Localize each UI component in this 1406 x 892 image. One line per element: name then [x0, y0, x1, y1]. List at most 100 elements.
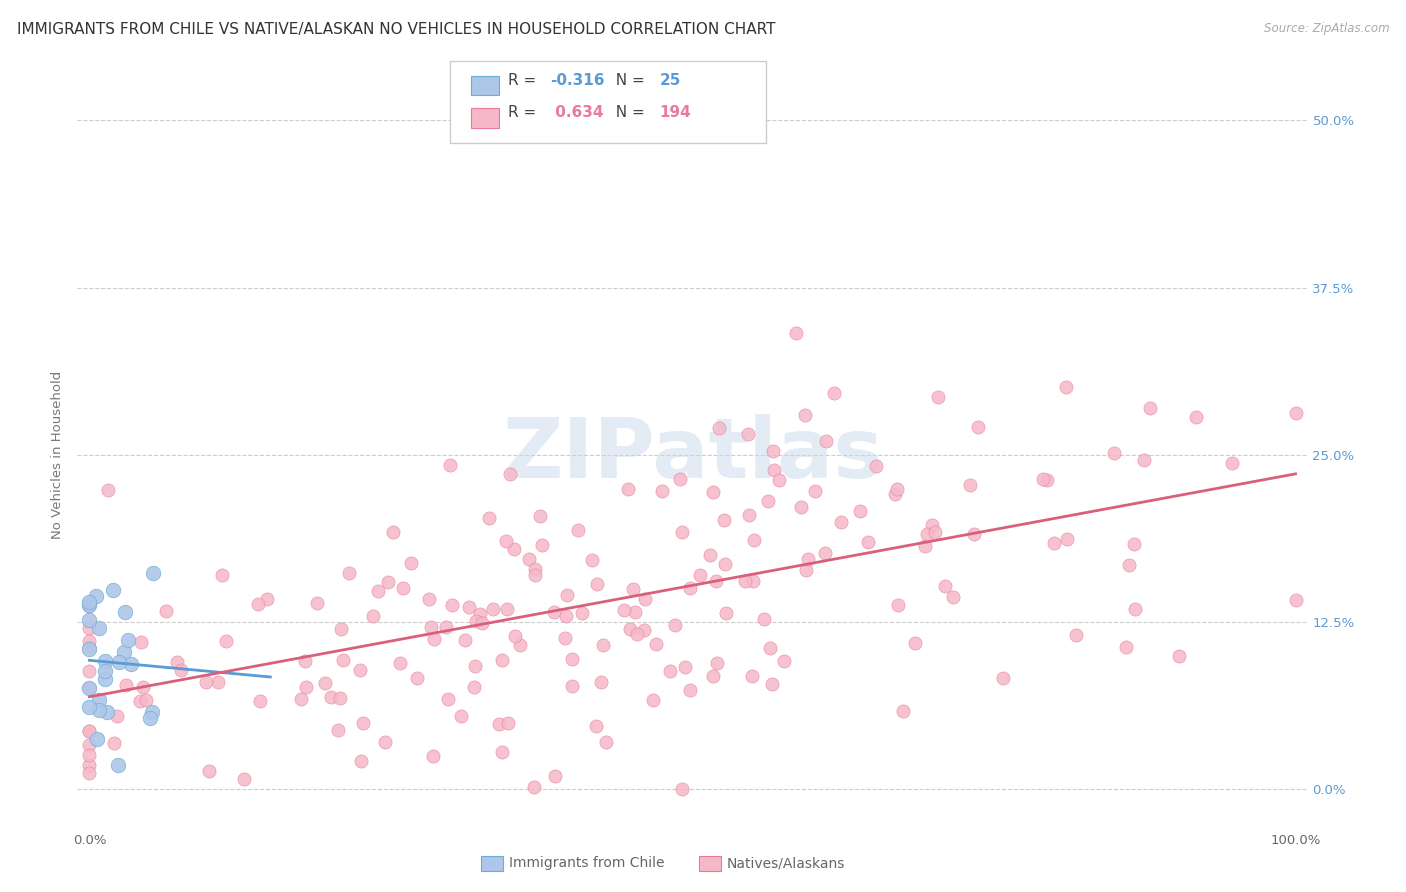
Point [762, 444, 785, 458]
Point [79, 613, 101, 627]
Point [1122, 536, 1144, 550]
Point [914, 539, 936, 553]
Point [613, 603, 636, 617]
Point [671, 524, 693, 539]
Point [337, 566, 360, 580]
Point [555, 608, 578, 623]
Point [523, 780, 546, 794]
Point [406, 672, 429, 686]
Point [329, 691, 352, 706]
Point [664, 618, 686, 632]
Point [744, 533, 766, 547]
Point [621, 582, 644, 597]
Point [87, 621, 110, 635]
Point [1168, 648, 1191, 663]
Point [79, 723, 101, 738]
Point [567, 523, 589, 537]
Point [1123, 602, 1146, 616]
Point [714, 557, 737, 571]
Point [858, 535, 880, 549]
Point [496, 716, 519, 731]
Point [84, 589, 107, 603]
Point [915, 526, 938, 541]
Point [848, 504, 870, 518]
Point [399, 556, 422, 570]
Text: R =: R = [508, 105, 541, 120]
Point [679, 682, 702, 697]
Point [107, 758, 129, 772]
Point [669, 472, 692, 486]
Point [79, 641, 101, 656]
Point [904, 635, 927, 649]
Point [734, 574, 756, 588]
Point [103, 736, 125, 750]
Point [886, 482, 908, 496]
Point [942, 590, 965, 604]
Point [924, 524, 946, 539]
Point [464, 659, 486, 673]
Point [166, 656, 188, 670]
Point [198, 764, 221, 778]
Point [1118, 558, 1140, 572]
Point [517, 552, 540, 566]
Point [434, 620, 457, 634]
Point [491, 745, 513, 759]
Point [959, 478, 981, 492]
Point [352, 716, 374, 731]
Point [689, 568, 711, 582]
Point [135, 692, 157, 706]
Point [112, 645, 135, 659]
Point [773, 655, 796, 669]
Point [326, 723, 349, 738]
Point [702, 669, 724, 683]
Point [741, 668, 763, 682]
Point [114, 605, 136, 619]
Point [79, 723, 101, 738]
Text: N =: N = [606, 73, 650, 88]
Point [330, 622, 353, 636]
Text: Source: ZipAtlas.com: Source: ZipAtlas.com [1264, 22, 1389, 36]
Point [105, 708, 128, 723]
Point [503, 542, 526, 557]
Point [1056, 532, 1078, 546]
Point [79, 681, 101, 696]
Point [679, 581, 702, 595]
Point [246, 597, 269, 611]
Point [295, 680, 318, 694]
Point [561, 679, 583, 693]
Text: 194: 194 [659, 105, 692, 120]
Y-axis label: No Vehicles in Household: No Vehicles in Household [51, 371, 65, 539]
Point [793, 408, 815, 422]
Text: N =: N = [606, 105, 650, 120]
Point [142, 566, 165, 581]
Point [645, 637, 668, 651]
Text: Immigrants from Chile: Immigrants from Chile [509, 856, 665, 871]
Point [79, 634, 101, 648]
Point [101, 582, 124, 597]
Point [94, 664, 117, 678]
Point [332, 653, 354, 667]
Point [195, 675, 218, 690]
Text: R =: R = [508, 73, 541, 88]
Point [141, 705, 163, 719]
Point [991, 671, 1014, 685]
Point [87, 703, 110, 717]
Point [79, 765, 101, 780]
Point [108, 655, 131, 669]
Point [79, 598, 101, 612]
Point [319, 690, 342, 704]
Point [418, 591, 440, 606]
Point [524, 562, 547, 576]
Point [742, 574, 765, 589]
Point [86, 732, 108, 747]
Point [561, 652, 583, 666]
Point [790, 500, 813, 514]
Point [503, 629, 526, 643]
Point [1102, 446, 1125, 460]
Point [768, 473, 790, 487]
Point [797, 552, 820, 566]
Point [1284, 406, 1306, 420]
Point [1032, 472, 1054, 486]
Point [79, 738, 101, 752]
Point [759, 641, 782, 656]
